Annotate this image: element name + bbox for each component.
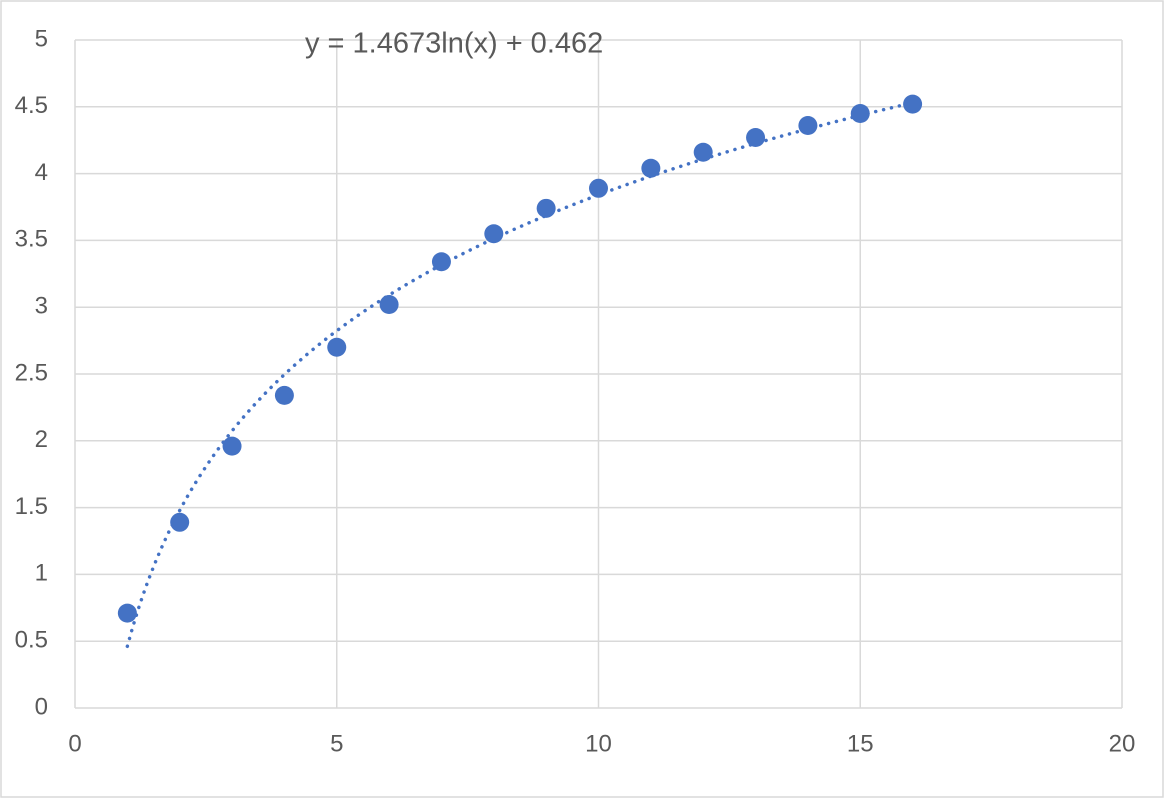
data-point xyxy=(798,116,818,136)
data-point xyxy=(850,103,870,123)
y-tick-label: 5 xyxy=(35,25,48,52)
x-tick-label: 0 xyxy=(68,730,81,757)
y-tick-label: 0 xyxy=(35,693,48,720)
data-point xyxy=(536,198,556,218)
data-point xyxy=(589,178,608,198)
y-tick-label: 0.5 xyxy=(15,627,48,654)
x-tick-label: 15 xyxy=(847,730,874,757)
data-point xyxy=(431,252,451,272)
y-tick-label: 4.5 xyxy=(15,92,48,119)
data-point xyxy=(484,224,504,244)
data-point xyxy=(746,128,766,148)
y-tick-label: 1.5 xyxy=(15,493,48,520)
data-point xyxy=(274,385,294,405)
x-tick-label: 5 xyxy=(330,730,343,757)
trendline xyxy=(125,101,915,649)
y-tick-label: 4 xyxy=(35,159,48,186)
data-point xyxy=(222,436,242,456)
trendline-equation: y = 1.4673ln(x) + 0.462 xyxy=(305,28,603,60)
data-point xyxy=(327,337,347,357)
x-tick-label: 10 xyxy=(585,730,612,757)
data-point xyxy=(641,158,661,178)
y-tick-label: 2 xyxy=(35,426,48,453)
y-tick-label: 1 xyxy=(35,560,48,587)
y-tick-label: 3 xyxy=(35,293,48,320)
data-point xyxy=(903,94,923,114)
y-tick-label: 3.5 xyxy=(15,226,48,253)
data-point xyxy=(379,295,399,315)
data-point xyxy=(170,512,190,532)
data-point xyxy=(117,603,137,623)
y-tick-label: 2.5 xyxy=(15,359,48,386)
data-point xyxy=(693,142,713,162)
x-tick-label: 20 xyxy=(1109,730,1136,757)
